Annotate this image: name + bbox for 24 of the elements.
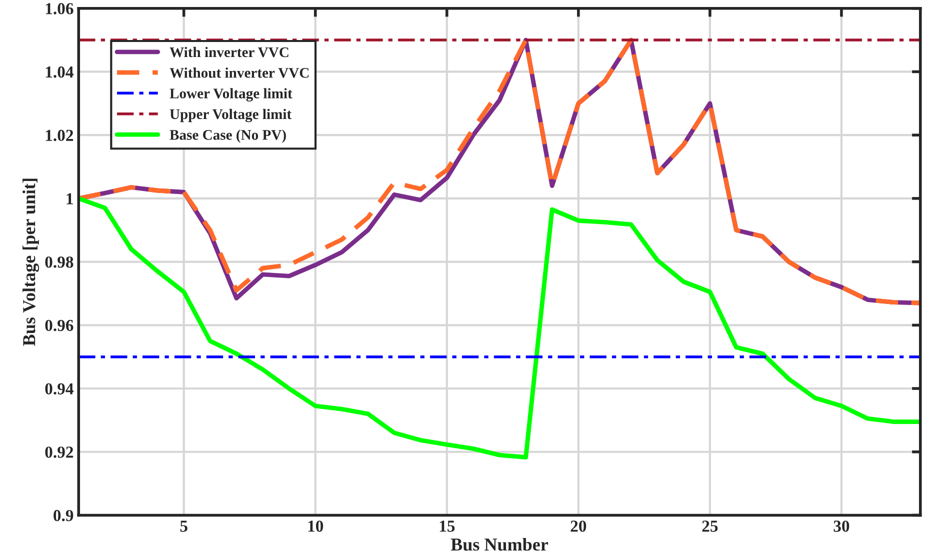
y-tick-label: 1.02 — [46, 130, 74, 142]
line-series — [78, 38, 920, 306]
legend-label: With inverter VVC — [170, 46, 288, 58]
y-tick-label: 1.06 — [46, 3, 74, 14]
y-tick-label: 0.94 — [45, 383, 74, 395]
y-tick-label: 0.92 — [45, 446, 74, 458]
y-tick-label: 0.9 — [54, 510, 74, 522]
x-tick-label: 5 — [180, 520, 188, 532]
legend-label: Lower Voltage limit — [170, 88, 292, 102]
y-tick-label: 0.98 — [45, 256, 74, 268]
x-tick-label: 25 — [702, 520, 718, 532]
x-tick-label: 20 — [570, 520, 586, 532]
x-tick-label: 10 — [308, 520, 324, 532]
y-tick-label: 0.96 — [45, 320, 74, 332]
x-tick-label: 15 — [440, 520, 455, 532]
line-series — [78, 196, 920, 460]
x-axis-title: Bus Number — [450, 538, 548, 551]
legend-label: Base Case (No PV) — [170, 130, 286, 143]
legend-label: Upper Voltage limit — [170, 108, 292, 122]
x-tick-label: 30 — [834, 520, 850, 532]
legend-label: Without inverter VVC — [170, 68, 309, 78]
y-tick-label: 1.04 — [46, 66, 74, 78]
y-axis-title: Bus Voltage [per unit] — [22, 178, 40, 346]
y-tick-label: 1 — [66, 193, 73, 204]
